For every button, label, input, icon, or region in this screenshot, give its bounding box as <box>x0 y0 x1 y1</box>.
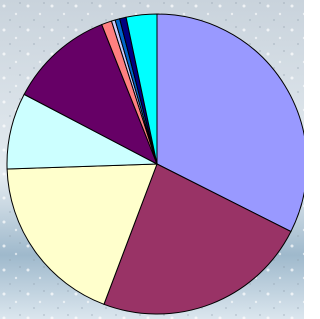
chart <box>0 0 304 319</box>
page: (() => { const data = JSON.parse(documen… <box>0 0 304 319</box>
pie <box>7 14 304 314</box>
